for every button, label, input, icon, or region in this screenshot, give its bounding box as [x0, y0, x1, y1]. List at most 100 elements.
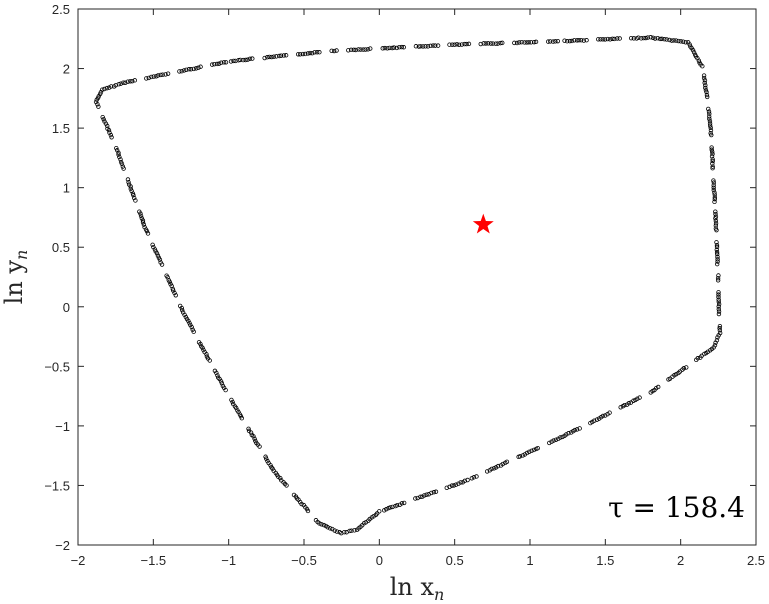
orbit-point: [209, 62, 215, 67]
orbit-point: [531, 447, 537, 453]
orbit-point: [433, 43, 438, 48]
orbit-point: [478, 41, 483, 47]
orbit-point: [449, 483, 455, 488]
y-tick-label: 2: [63, 62, 70, 77]
orbit-point: [707, 111, 712, 116]
x-tick-label: 2.5: [747, 553, 765, 568]
orbit-point: [712, 192, 717, 197]
orbit-point: [714, 247, 720, 252]
orbit-point: [130, 78, 135, 84]
orbit-point: [684, 365, 689, 370]
orbit-point: [219, 381, 225, 386]
orbit-point: [215, 373, 220, 378]
y-tick-label: 2.5: [52, 2, 70, 17]
orbit-point: [216, 61, 222, 66]
orbit-point: [313, 518, 319, 523]
orbit-point: [196, 65, 201, 70]
orbit-point: [329, 48, 334, 54]
orbit-point: [577, 426, 582, 431]
orbit-point: [118, 81, 123, 86]
orbit-point: [173, 293, 178, 298]
orbit-point: [397, 502, 402, 507]
orbit-point: [567, 38, 573, 44]
orbit-point: [160, 72, 165, 77]
orbit-point: [600, 37, 606, 42]
orbit-point: [495, 41, 500, 46]
orbit-point: [146, 75, 151, 81]
orbit-point: [712, 196, 718, 202]
orbit-point: [263, 454, 268, 459]
orbit-point: [450, 42, 455, 47]
orbit-point: [164, 273, 169, 278]
orbit-point: [420, 494, 425, 499]
orbit-point: [708, 128, 714, 133]
orbit-point: [581, 38, 587, 43]
orbit-point: [483, 41, 489, 46]
orbit-point: [669, 38, 674, 43]
orbit-point: [301, 502, 306, 508]
orbit-point: [710, 164, 715, 169]
orbit-point: [710, 151, 715, 157]
orbit-point: [201, 347, 206, 353]
orbit-point: [151, 244, 156, 250]
orbit-point: [363, 47, 368, 52]
orbit-point: [704, 89, 709, 95]
orbit-point: [680, 39, 686, 44]
orbit-point: [707, 116, 712, 122]
orbit-point: [382, 508, 387, 513]
orbit-point: [177, 69, 182, 74]
plot-area-frame: [77, 8, 757, 546]
orbit-point: [490, 41, 496, 46]
orbit-point: [549, 439, 554, 444]
orbit-point: [382, 45, 388, 51]
orbit-point: [714, 252, 720, 257]
orbit-point: [594, 417, 600, 422]
orbit-point: [221, 60, 227, 65]
orbit-point: [337, 530, 342, 535]
orbit-point: [709, 132, 714, 138]
orbit-point: [708, 125, 713, 130]
orbit-point: [676, 38, 681, 44]
orbit-point: [716, 307, 721, 312]
orbit-point: [128, 186, 133, 192]
fixed-point-star-icon: [472, 213, 494, 234]
orbit-point: [231, 401, 236, 407]
orbit-point: [416, 44, 422, 49]
fixed-point-layer: [472, 213, 494, 234]
orbit-point: [503, 460, 508, 466]
orbit-point: [553, 39, 558, 44]
orbit-point: [246, 426, 251, 431]
orbit-point: [331, 48, 337, 54]
orbit-point: [303, 51, 308, 57]
orbit-point: [102, 119, 107, 124]
x-tick-label: 0: [376, 553, 383, 568]
orbit-point: [321, 522, 327, 528]
orbit-point: [517, 40, 522, 45]
orbit-point: [519, 39, 524, 45]
orbit-point: [655, 35, 660, 41]
orbit-point: [133, 198, 138, 203]
orbit-point: [664, 37, 669, 42]
y-axis-ticks: −2 −1.5 −1 −0.5 0 0.5 1 1.5 2 2.5: [44, 2, 756, 553]
orbit-point: [568, 430, 574, 435]
orbit-point: [353, 47, 358, 53]
orbit-point: [562, 38, 567, 43]
y-tick-label: −1.5: [44, 478, 70, 493]
orbit-point: [715, 278, 721, 283]
orbit-point: [344, 530, 349, 535]
orbit-point: [264, 456, 269, 461]
orbit-point: [216, 375, 221, 380]
orbit-point: [131, 195, 137, 201]
orbit-point: [701, 75, 707, 81]
orbit-point: [165, 71, 171, 76]
orbit-point: [648, 390, 653, 395]
orbit-point: [179, 69, 184, 74]
orbit-point: [121, 166, 126, 171]
orbit-point: [605, 412, 610, 417]
orbit-point: [516, 454, 521, 460]
orbit-point: [243, 57, 248, 63]
orbit-point: [673, 38, 679, 43]
orbit-point: [487, 468, 492, 473]
orbit-point: [118, 159, 124, 165]
orbit-point: [158, 72, 163, 78]
